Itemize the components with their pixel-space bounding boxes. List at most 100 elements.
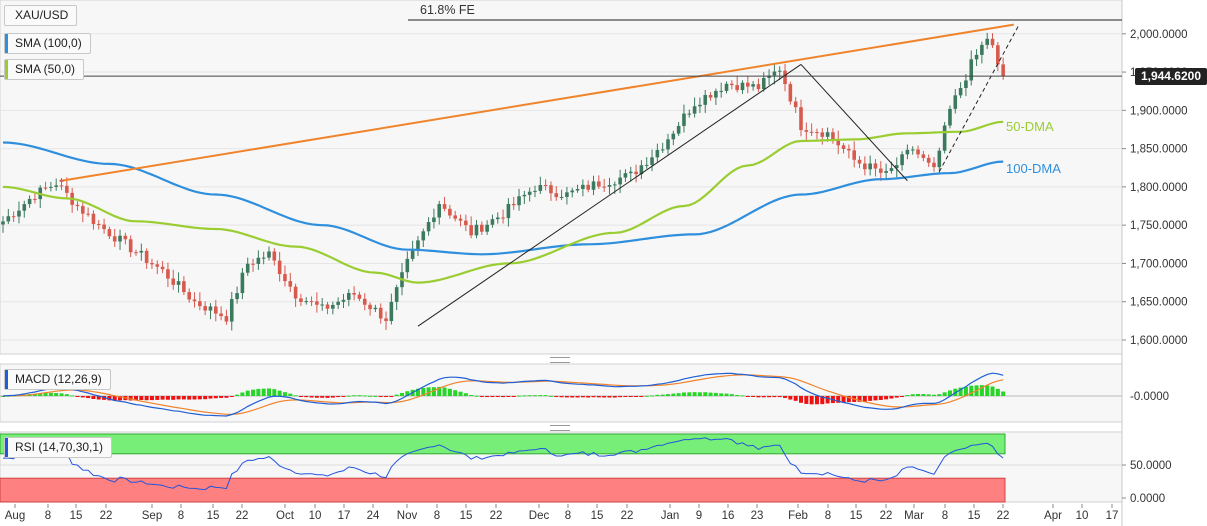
candle — [373, 304, 378, 313]
candle-body — [767, 75, 771, 78]
macd-bar — [857, 396, 862, 402]
macd-bar — [112, 396, 117, 401]
candle — [245, 257, 250, 276]
x-tick-label: Oct — [276, 510, 295, 522]
candle-body — [655, 150, 660, 158]
candle — [884, 163, 888, 180]
macd-bar — [687, 392, 692, 396]
macd-bar — [431, 387, 436, 396]
candle-body — [847, 148, 851, 151]
candle — [841, 143, 846, 154]
candle-body — [144, 250, 149, 263]
candle-body — [416, 240, 420, 250]
candle — [708, 92, 713, 101]
macd-bar — [91, 396, 96, 399]
macd-bar — [309, 396, 314, 398]
candle-body — [208, 306, 213, 311]
candle — [309, 296, 314, 307]
candle — [783, 63, 787, 92]
candle — [958, 82, 963, 99]
candle-body — [825, 132, 830, 137]
rsi-legend[interactable]: RSI (14,70,30,1) — [4, 437, 113, 458]
candle-body — [974, 54, 979, 60]
candle-body — [730, 83, 734, 86]
symbol-legend[interactable]: XAU/USD — [4, 5, 78, 26]
macd-bar — [804, 396, 809, 404]
macd-bar — [836, 396, 841, 403]
candle — [458, 214, 463, 227]
macd-bar — [628, 396, 633, 397]
candle-body — [921, 154, 926, 158]
candle-body — [942, 125, 947, 151]
macd-bar — [336, 396, 341, 398]
candle — [229, 291, 234, 331]
macd-bar — [511, 396, 516, 397]
candle-body — [756, 84, 761, 90]
rsi-pane-resize-handle[interactable] — [550, 425, 570, 431]
macd-bar — [660, 394, 665, 396]
price-pane — [0, 0, 1123, 355]
macd-bar — [282, 392, 287, 396]
macd-bar — [235, 394, 240, 396]
candle — [506, 198, 511, 227]
macd-bar — [59, 393, 64, 396]
macd-legend[interactable]: MACD (12,26,9) — [4, 369, 111, 390]
macd-bar — [378, 396, 383, 397]
candle — [894, 157, 899, 178]
candle — [362, 293, 367, 311]
rsi-swatch — [5, 438, 8, 457]
candle — [777, 66, 782, 80]
candle — [235, 286, 239, 304]
candle — [410, 240, 415, 262]
sma50-line — [2, 120, 1004, 284]
symbol-label: XAU/USD — [15, 8, 69, 22]
candle-body — [602, 186, 606, 188]
rsi-overbought-band — [0, 433, 1006, 455]
macd-label: MACD (12,26,9) — [15, 372, 102, 386]
candle — [554, 186, 559, 201]
macd-bar — [745, 396, 750, 397]
candle — [517, 188, 521, 211]
sma50-legend[interactable]: SMA (50,0) — [4, 59, 85, 80]
candle — [660, 142, 665, 153]
macd-bar — [783, 396, 788, 398]
macd-bar — [958, 387, 963, 396]
candle — [315, 292, 319, 313]
candle-body — [879, 168, 883, 173]
candle-body — [953, 95, 958, 109]
macd-bar — [384, 396, 389, 397]
candle-body — [251, 263, 255, 265]
candle — [251, 258, 255, 272]
candle-body — [214, 306, 218, 314]
candle-body — [54, 185, 58, 187]
macd-bar — [107, 396, 112, 401]
x-tick-label: 24 — [367, 510, 380, 522]
candle-body — [171, 278, 176, 285]
sma100-legend[interactable]: SMA (100,0) — [4, 33, 91, 54]
macd-swatch — [5, 370, 8, 389]
candle — [900, 151, 904, 171]
candle — [65, 177, 69, 200]
macd-pane-resize-handle[interactable] — [550, 357, 570, 363]
candle — [416, 235, 420, 256]
candle — [155, 260, 160, 275]
candle-body — [490, 219, 495, 225]
candle-body — [570, 190, 575, 193]
candle-body — [751, 84, 755, 87]
x-tick-label: 22 — [100, 510, 113, 522]
candle-body — [926, 157, 931, 163]
candle — [6, 208, 11, 225]
candle — [650, 149, 654, 172]
candle — [33, 193, 37, 204]
candle — [905, 144, 910, 160]
macd-bar — [564, 396, 569, 398]
macd-bar — [932, 394, 936, 396]
price-tick-label: 1,900.0000 — [1130, 105, 1188, 117]
candle — [187, 288, 191, 303]
candle — [692, 97, 697, 118]
candle-body — [235, 293, 239, 300]
macd-bar — [719, 393, 724, 396]
macd-bar — [70, 395, 75, 397]
candle — [575, 184, 580, 193]
candle — [432, 208, 436, 229]
